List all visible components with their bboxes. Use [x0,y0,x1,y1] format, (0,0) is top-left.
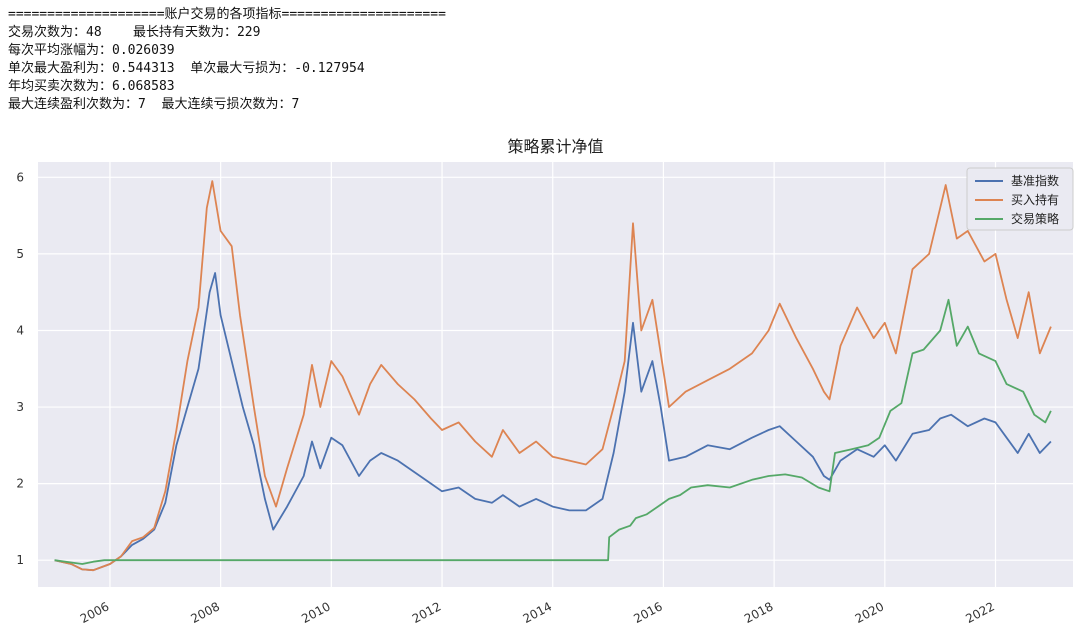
stats-line-annual-trades: 年均买卖次数为：6.068583 [8,79,175,94]
legend-label: 交易策略 [1011,211,1059,226]
legend-label: 基准指数 [1011,173,1059,188]
stats-line-avg-gain: 每次平均涨幅为：0.026039 [8,43,175,58]
x-tick-label: 2010 [299,599,333,626]
nav-chart: 2006 2008 2010 2012 2014 2016 2018 2020 2022 1 2 3… [16,137,1074,626]
y-tick-label: 4 [16,323,24,337]
series-lines [54,180,1052,572]
plot-area [38,162,1073,587]
legend-box [966,167,1074,231]
stats-line-max-profit-loss: 单次最大盈利为：0.544313 单次最大亏损为：-0.127954 [8,61,365,76]
y-tick-label: 6 [16,170,24,184]
x-tick-label: 2014 [521,599,555,626]
series-line-1 [54,180,1052,572]
y-tick-label: 3 [16,400,24,414]
y-tick-label: 1 [16,553,24,567]
x-tick-label: 2008 [189,599,223,626]
x-tick-label: 2006 [78,599,112,626]
x-tick-label: 2022 [963,599,997,626]
account-stats: ====================账户交易的各项指标===========… [8,6,446,114]
legend-label: 买入持有 [1011,192,1059,207]
chart-title: 策略累计净值 [507,137,603,156]
y-tick-label: 2 [16,477,24,491]
x-tick-label: 2020 [853,599,887,626]
stats-line-trades: 交易次数为：48 最长持有天数为：229 [8,25,261,40]
y-tick-labels: 1 2 3 4 5 6 [16,170,24,567]
x-tick-labels: 2006 2008 2010 2012 2014 2016 2018 2020 2022 [78,599,997,626]
y-tick-label: 5 [16,247,24,261]
x-tick-label: 2012 [410,599,444,626]
stats-header: ====================账户交易的各项指标===========… [8,7,446,22]
stats-line-consecutive: 最大连续盈利次数为：7 最大连续亏损次数为：7 [8,97,300,112]
series-line-2 [54,298,1052,565]
x-tick-label: 2018 [742,599,776,626]
x-tick-label: 2016 [631,599,665,626]
series-line-0 [54,272,1052,572]
